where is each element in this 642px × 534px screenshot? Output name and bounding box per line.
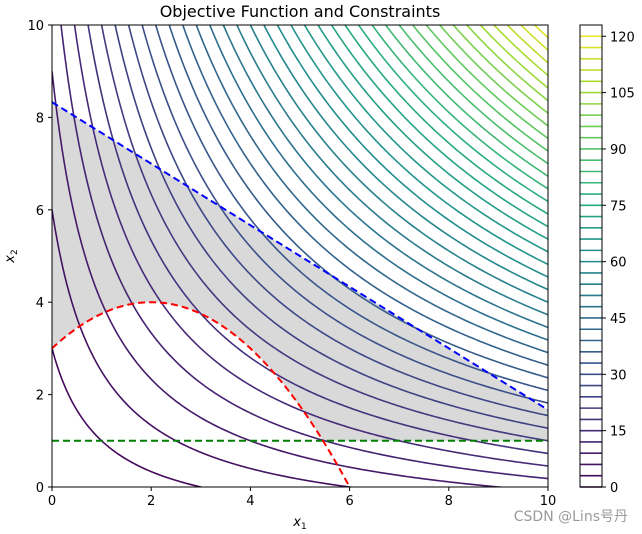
contour-line: [290, 25, 548, 266]
y-tick-label: 10: [27, 19, 44, 34]
watermark: CSDN @Lins号丹: [513, 509, 628, 525]
contour-line: [141, 25, 548, 404]
contour-line: [52, 209, 356, 487]
contour-line: [100, 25, 548, 442]
contour-line: [438, 25, 548, 127]
contour-line: [168, 25, 548, 379]
contour-line: [127, 25, 548, 417]
contour-line: [181, 25, 548, 366]
contour-line: [208, 25, 548, 341]
x-tick-label: 6: [345, 494, 353, 509]
contour-line: [357, 25, 548, 203]
contour-line: [303, 25, 548, 253]
colorbar-frame: [579, 24, 603, 488]
contour-line: [371, 25, 548, 190]
x-tick-label: 2: [147, 494, 155, 509]
colorbar-tick-label: 45: [610, 312, 627, 327]
y-axis-label: x2: [3, 249, 20, 263]
contour-line: [235, 25, 548, 316]
contour-line: [398, 25, 548, 165]
y-tick-label: 2: [36, 389, 44, 404]
x-tick-label: 10: [540, 494, 557, 509]
contour-line: [317, 25, 548, 240]
contour-line: [492, 25, 548, 77]
x-tick-label: 8: [445, 494, 453, 509]
contour-line: [465, 25, 548, 102]
colorbar-tick-label: 15: [610, 425, 627, 440]
y-tick-label: 6: [36, 204, 44, 219]
colorbar-tick-label: 30: [610, 368, 627, 383]
x-axis-label: x1: [292, 515, 306, 532]
contour-line: [222, 25, 548, 329]
contour-line: [263, 25, 548, 291]
contour-line: [73, 25, 548, 467]
y-tick-label: 8: [36, 111, 44, 126]
contour-line: [249, 25, 548, 303]
contour-line: [384, 25, 548, 177]
contour-line: [479, 25, 548, 89]
x-tick-label: 4: [246, 494, 254, 509]
contour-line: [344, 25, 548, 215]
contour-line: [60, 25, 548, 480]
y-tick-label: 4: [36, 296, 44, 311]
colorbar-tick-label: 75: [610, 199, 627, 214]
contour-line: [506, 25, 548, 64]
contour-line: [195, 25, 548, 354]
x-tick-label: 0: [48, 494, 56, 509]
contour-line: [52, 71, 508, 487]
colorbar: 0 15 30 45 60 75 90 105 120: [579, 24, 635, 496]
contour-line: [52, 348, 205, 487]
constraint-curve-red: [52, 301, 351, 487]
colorbar-tick-label: 0: [610, 481, 618, 496]
colorbar-tick-label: 90: [610, 143, 627, 158]
colorbar-tick-label: 120: [610, 30, 635, 45]
contour-line: [546, 25, 548, 26]
plot-content: [52, 25, 548, 487]
contour-line: [452, 25, 548, 114]
y-tick-label: 0: [36, 481, 44, 496]
axes: 0 2 4 6 8 10 0 2 4 6 8 10: [27, 19, 556, 509]
plot-area: [52, 25, 548, 487]
contour-line: [411, 25, 548, 152]
contour-line: [154, 25, 548, 392]
plot-frame: [51, 24, 549, 488]
contour-line: [114, 25, 548, 429]
contour-line: [519, 25, 548, 51]
contour-line: [533, 25, 548, 39]
colorbar-tick-label: 105: [610, 87, 635, 102]
contour-line: [330, 25, 548, 228]
constraint-line-blue: [52, 101, 548, 411]
contour-line: [425, 25, 548, 140]
colorbar-tick-label: 60: [610, 256, 627, 271]
chart-title: Objective Function and Constraints: [160, 2, 441, 21]
contour-line: [276, 25, 548, 278]
